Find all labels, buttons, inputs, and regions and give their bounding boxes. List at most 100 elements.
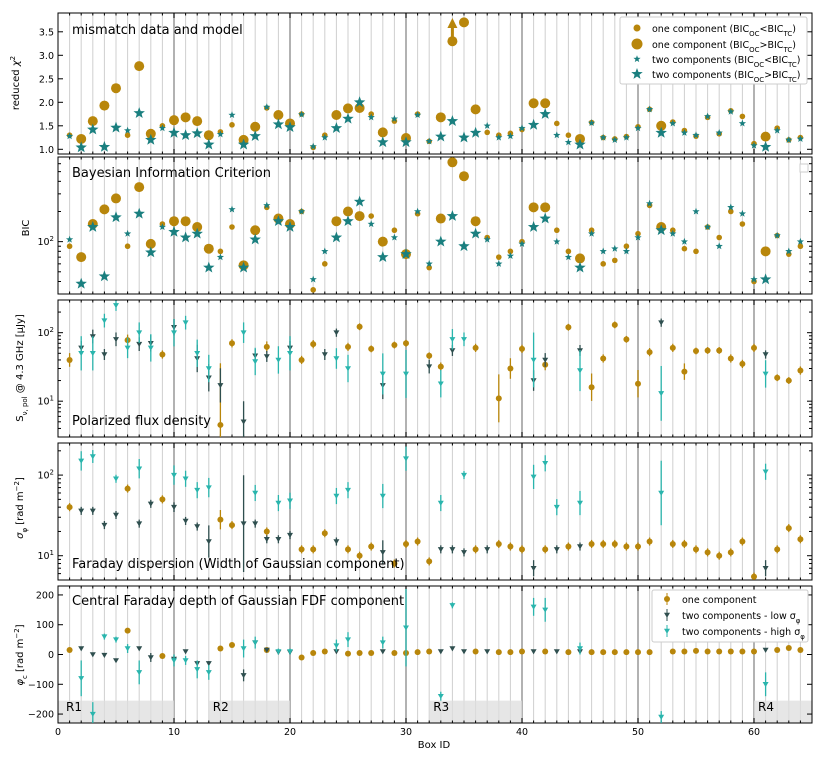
point-two-low bbox=[437, 547, 444, 553]
panel-depth: Central Faraday depth of Gaussian FDF co… bbox=[13, 589, 809, 751]
point-two-components bbox=[611, 244, 619, 252]
point-two-high bbox=[658, 490, 665, 496]
point-two-low bbox=[205, 539, 212, 545]
point-one-component bbox=[656, 120, 667, 131]
point-two-components bbox=[330, 231, 343, 243]
point-one-component bbox=[611, 321, 618, 328]
point-two-components bbox=[738, 209, 747, 217]
point-two-low bbox=[333, 330, 340, 336]
point-two-components bbox=[145, 133, 157, 145]
legend-2-pre: two components (BIC bbox=[652, 55, 754, 66]
legend-label-depth-1: two components - low σφ bbox=[682, 611, 801, 625]
point-two-components bbox=[75, 141, 87, 153]
point-two-components bbox=[727, 107, 735, 115]
region-label-R2: R2 bbox=[213, 700, 229, 714]
point-one-component bbox=[716, 552, 723, 559]
point-two-components bbox=[458, 131, 470, 143]
point-one-component bbox=[192, 116, 203, 127]
ytick-label: 2.5 bbox=[39, 74, 54, 85]
point-two-low bbox=[101, 652, 108, 658]
point-two-components bbox=[87, 221, 99, 232]
point-two-low bbox=[240, 419, 247, 425]
point-two-low bbox=[89, 652, 96, 658]
point-two-components bbox=[123, 229, 132, 237]
point-one-component bbox=[693, 248, 699, 255]
point-one-component bbox=[751, 573, 757, 580]
point-two-high bbox=[461, 337, 467, 343]
point-two-high bbox=[449, 337, 456, 343]
point-one-component bbox=[426, 264, 433, 271]
point-one-component bbox=[774, 647, 781, 654]
point-one-component bbox=[263, 343, 270, 350]
point-two-components bbox=[773, 231, 781, 239]
legend-1-s1: OC bbox=[749, 46, 760, 54]
point-two-high bbox=[147, 345, 154, 351]
ylabel-depth: φc [rad m−2] bbox=[13, 624, 29, 685]
point-one-component bbox=[250, 121, 261, 132]
point-two-components bbox=[564, 253, 573, 261]
point-two-components bbox=[553, 237, 561, 245]
legend-symbol bbox=[664, 596, 670, 602]
region-R4 bbox=[754, 700, 812, 723]
point-two-components bbox=[110, 121, 122, 133]
point-two-low bbox=[78, 646, 85, 652]
point-one-component bbox=[345, 546, 351, 553]
ytick-label: −200 bbox=[28, 710, 54, 721]
panel-dispersion: Faraday dispersion (Width of Gaussian co… bbox=[13, 477, 405, 572]
point-two-high bbox=[530, 357, 537, 363]
legend-label-chi2-3: two components (BICOC>BICTC) bbox=[652, 70, 801, 84]
point-one-component bbox=[623, 649, 630, 656]
ylabel-depth-main: φ bbox=[15, 679, 26, 686]
point-two-high bbox=[275, 649, 282, 655]
point-two-components bbox=[203, 261, 215, 273]
point-two-components bbox=[98, 270, 111, 282]
point-two-components bbox=[634, 124, 642, 132]
region-R1 bbox=[58, 700, 174, 723]
point-two-low bbox=[333, 539, 340, 545]
point-two-low bbox=[484, 649, 491, 655]
ytick-exp: 1 bbox=[50, 395, 54, 403]
point-two-components bbox=[539, 212, 551, 224]
legend-2-s2: TC bbox=[787, 61, 797, 69]
point-one-component bbox=[169, 216, 179, 227]
legend-marker-depth-2 bbox=[664, 625, 670, 637]
point-one-component bbox=[447, 157, 458, 168]
point-one-component bbox=[403, 540, 409, 547]
point-two-components bbox=[168, 126, 180, 138]
point-two-low bbox=[333, 649, 340, 655]
point-two-components bbox=[228, 205, 236, 213]
point-one-component bbox=[273, 109, 284, 120]
point-one-component bbox=[192, 222, 203, 233]
axes-frame bbox=[57, 442, 813, 581]
point-two-low bbox=[136, 646, 143, 652]
legend-marker-chi2-1 bbox=[631, 38, 643, 50]
point-one-component bbox=[229, 224, 235, 230]
point-two-components bbox=[309, 142, 317, 150]
point-one-component bbox=[785, 644, 792, 651]
point-one-component bbox=[623, 543, 630, 550]
point-one-component bbox=[310, 341, 317, 348]
point-two-components bbox=[703, 112, 712, 120]
legend-2-s1: OC bbox=[754, 61, 765, 69]
point-one-component bbox=[760, 131, 771, 142]
legend-2-mid: <BIC bbox=[764, 55, 788, 66]
point-two-components bbox=[158, 124, 167, 132]
xtick-label: 30 bbox=[400, 727, 412, 738]
point-two-components bbox=[506, 252, 515, 259]
marks-flux bbox=[66, 300, 804, 437]
point-two-low bbox=[113, 337, 119, 343]
point-two-components bbox=[425, 137, 433, 145]
point-two-components bbox=[518, 240, 526, 247]
point-two-components bbox=[611, 136, 619, 143]
point-one-component bbox=[391, 227, 398, 234]
ytick-exp: 2 bbox=[50, 326, 54, 334]
ytick-label: 2.0 bbox=[39, 98, 54, 109]
point-two-low bbox=[89, 508, 96, 514]
point-two-components bbox=[539, 108, 551, 119]
legend-0-s1: OC bbox=[749, 30, 760, 38]
point-two-components bbox=[377, 136, 389, 148]
point-one-component bbox=[495, 395, 502, 402]
xtick-label: 20 bbox=[284, 727, 296, 738]
point-one-component bbox=[435, 213, 446, 224]
point-one-component bbox=[612, 257, 618, 264]
